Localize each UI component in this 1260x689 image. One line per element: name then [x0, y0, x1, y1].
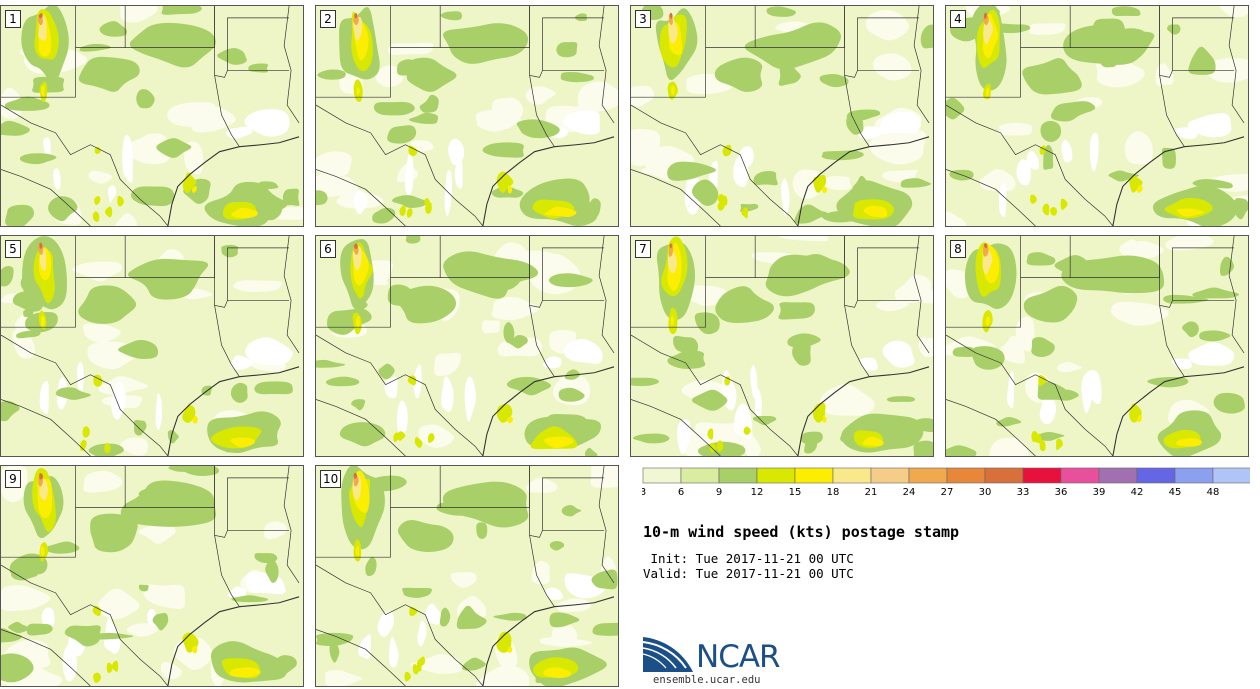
colorbar-tick-label: 33 — [1017, 487, 1030, 498]
colorbar-tick-label: 30 — [979, 487, 992, 498]
valid-time: Valid: Tue 2017-11-21 00 UTC — [643, 566, 854, 581]
panel-number: 4 — [950, 10, 966, 28]
panel-7[interactable]: 7 — [630, 235, 934, 457]
colorbar-swatch — [1098, 467, 1138, 484]
colorbar-swatch — [756, 467, 796, 484]
colorbar-tick-label: 36 — [1055, 487, 1068, 498]
colorbar-tick-label: 21 — [865, 487, 878, 498]
panel-number: 5 — [5, 240, 21, 258]
wind-speed-map — [631, 6, 933, 226]
colorbar: 3 6 9 12 15 18 21 24 27 30 33 36 39 42 45 48 — [642, 467, 1250, 498]
colorbar-tick-label: 48 — [1207, 487, 1220, 498]
colorbar-tick-label: 18 — [827, 487, 840, 498]
panel-10[interactable]: 10 — [315, 465, 619, 687]
wind-speed-map — [316, 6, 618, 226]
init-time: Init: Tue 2017-11-21 00 UTC — [643, 551, 854, 566]
panel-number: 3 — [635, 10, 651, 28]
panel-3[interactable]: 3 — [630, 5, 934, 227]
panel-number: 2 — [320, 10, 336, 28]
wind-speed-map — [316, 236, 618, 456]
colorbar-tick-label: 24 — [903, 487, 916, 498]
wind-speed-map — [316, 466, 618, 686]
colorbar-swatch — [908, 467, 948, 484]
chart-title: 10-m wind speed (kts) postage stamp — [643, 523, 960, 541]
panel-6[interactable]: 6 — [315, 235, 619, 457]
wind-speed-map — [946, 236, 1248, 456]
wind-speed-map — [946, 6, 1248, 226]
colorbar-swatch — [984, 467, 1024, 484]
colorbar-swatch — [794, 467, 834, 484]
panel-number: 7 — [635, 240, 651, 258]
colorbar-tick-label: 3 — [642, 487, 646, 498]
colorbar-swatch — [718, 467, 758, 484]
colorbar-swatch — [1136, 467, 1176, 484]
panel-2[interactable]: 2 — [315, 5, 619, 227]
colorbar-swatch — [870, 467, 910, 484]
panel-number: 10 — [320, 470, 342, 488]
colorbar-tick-label: 39 — [1093, 487, 1106, 498]
panel-4[interactable]: 4 — [945, 5, 1249, 227]
colorbar-swatch — [832, 467, 872, 484]
colorbar-tick-label: 6 — [678, 487, 684, 498]
wind-speed-map — [1, 466, 303, 686]
colorbar-tick-label: 42 — [1131, 487, 1144, 498]
wind-speed-map — [1, 236, 303, 456]
panel-5[interactable]: 5 — [0, 235, 304, 457]
colorbar-swatch — [1022, 467, 1062, 484]
website-url: ensemble.ucar.edu — [653, 674, 761, 686]
wind-speed-map — [1, 6, 303, 226]
colorbar-tick-label: 9 — [716, 487, 722, 498]
colorbar-swatch — [1212, 467, 1250, 484]
colorbar-swatch — [946, 467, 986, 484]
panel-1[interactable]: 1 — [0, 5, 304, 227]
colorbar-tick-label: 45 — [1169, 487, 1182, 498]
ncar-logo-icon — [642, 637, 693, 672]
panel-number: 6 — [320, 240, 336, 258]
panel-number: 8 — [950, 240, 966, 258]
colorbar-tick-label: 27 — [941, 487, 954, 498]
logo-text: NCAR — [696, 639, 781, 675]
panel-9[interactable]: 9 — [0, 465, 304, 687]
colorbar-swatch — [1060, 467, 1100, 484]
colorbar-tick-label: 12 — [751, 487, 764, 498]
wind-speed-map — [631, 236, 933, 456]
panel-8[interactable]: 8 — [945, 235, 1249, 457]
panel-number: 9 — [5, 470, 21, 488]
colorbar-swatch — [642, 467, 682, 484]
colorbar-swatch — [1174, 467, 1214, 484]
colorbar-swatch — [680, 467, 720, 484]
colorbar-tick-label: 15 — [789, 487, 802, 498]
panel-number: 1 — [5, 10, 21, 28]
